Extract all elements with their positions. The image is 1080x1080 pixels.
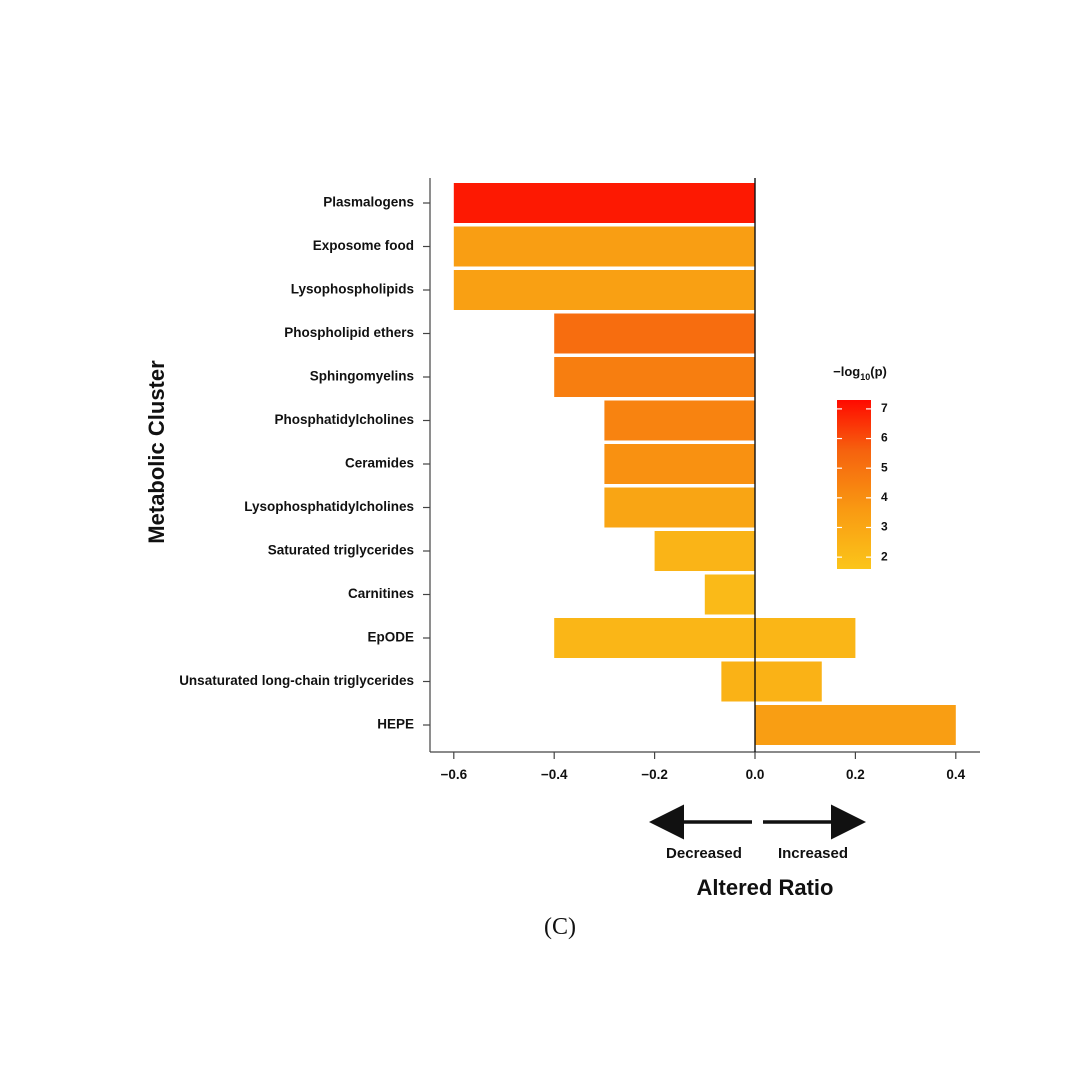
bars-group [453, 183, 956, 745]
bar-phospholipid-ethers [554, 313, 755, 354]
y-tick-label: Phosphatidylcholines [274, 412, 414, 427]
bar-lysophospholipids [453, 270, 755, 310]
x-tick-label: −0.6 [440, 767, 467, 782]
colorbar-tick-label: 4 [881, 490, 888, 504]
x-tick-label: 0.2 [846, 767, 865, 782]
colorbar [837, 400, 871, 569]
x-tick-label: 0.0 [746, 767, 765, 782]
colorbar-title-suffix: (p) [870, 364, 887, 379]
x-tick-labels: −0.6 −0.4 −0.2 0.0 0.2 0.4 [440, 752, 966, 782]
bar-ceramides [604, 444, 755, 484]
bar-exposome-food [453, 226, 755, 267]
colorbar-tick-label: 5 [881, 460, 888, 474]
colorbar-tick-label: 6 [881, 431, 888, 445]
bar-phosphatidylcholines [604, 400, 755, 441]
y-tick-label: Sphingomyelins [310, 369, 414, 384]
y-tick-label: EpODE [367, 630, 414, 645]
y-tick-label: Phospholipid ethers [284, 325, 414, 340]
y-axis-title: Metabolic Cluster [144, 360, 169, 544]
x-tick-label: 0.4 [946, 767, 965, 782]
increased-label: Increased [778, 845, 848, 862]
bar-saturated-triglycerides [654, 531, 755, 571]
y-tick-label: Exposome food [313, 238, 414, 253]
colorbar-title: −log10(p) [833, 364, 887, 382]
x-axis-title: Altered Ratio [697, 875, 834, 900]
bar-hepe [755, 705, 956, 745]
y-tick-label: Plasmalogens [323, 195, 414, 210]
y-tick-label: Ceramides [345, 456, 414, 471]
colorbar-ticks: 7 6 5 4 3 2 [837, 401, 888, 563]
y-tick-labels: Plasmalogens Exposome food Lysophospholipi… [179, 195, 430, 732]
bar-sphingomyelins [554, 357, 755, 397]
y-tick-label: Lysophosphatidylcholines [244, 499, 414, 514]
colorbar-legend: −log10(p) 7 6 5 4 3 2 [833, 364, 888, 569]
y-tick-label: Carnitines [348, 586, 414, 601]
colorbar-tick-label: 3 [881, 520, 888, 534]
x-tick-label: −0.2 [641, 767, 668, 782]
x-tick-label: −0.4 [541, 767, 568, 782]
bar-carnitines [704, 574, 755, 615]
colorbar-title-prefix: −log [833, 364, 860, 379]
bar-plasmalogens [453, 183, 755, 223]
colorbar-title-sub: 10 [860, 372, 870, 382]
y-tick-label: HEPE [377, 717, 414, 732]
colorbar-tick-label: 2 [881, 549, 888, 563]
bar-unsaturated-long-chain-triglycerides [721, 661, 822, 702]
y-tick-label: Saturated triglycerides [268, 543, 414, 558]
panel-label: (C) [544, 914, 576, 940]
y-tick-label: Lysophospholipids [291, 282, 414, 297]
colorbar-tick-label: 7 [881, 401, 888, 415]
bar-epode [554, 618, 856, 658]
bar-lysophosphatidylcholines [604, 487, 755, 528]
decreased-label: Decreased [666, 845, 742, 862]
y-tick-label: Unsaturated long-chain triglycerides [179, 673, 414, 688]
